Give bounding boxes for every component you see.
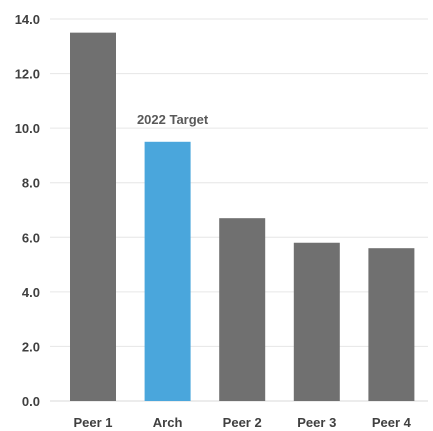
x-category-label: Peer 4 xyxy=(372,415,412,430)
x-category-label: Peer 2 xyxy=(223,415,262,430)
bars xyxy=(70,32,415,402)
bar-peer-3 xyxy=(293,242,340,401)
annotations: 2022 Target xyxy=(137,112,209,127)
y-tick-label: 8.0 xyxy=(22,176,40,191)
x-axis-categories: Peer 1 Arch Peer 2 Peer 3 Peer 4 xyxy=(73,415,411,430)
y-tick-label: 2.0 xyxy=(22,339,40,354)
y-axis-ticks: 0.0 2.0 4.0 6.0 8.0 10.0 12.0 14.0 xyxy=(15,12,40,409)
annotation-2022-target: 2022 Target xyxy=(137,112,209,127)
x-category-label: Arch xyxy=(153,415,183,430)
y-tick-label: 14.0 xyxy=(15,12,40,27)
y-tick-label: 12.0 xyxy=(15,67,40,82)
x-category-label: Peer 1 xyxy=(73,415,112,430)
y-tick-label: 0.0 xyxy=(22,394,40,409)
y-tick-label: 6.0 xyxy=(22,230,40,245)
y-tick-label: 10.0 xyxy=(15,121,40,136)
bar-peer-4 xyxy=(368,248,415,401)
bar-peer-2 xyxy=(219,218,266,401)
bar-arch xyxy=(144,141,191,402)
bar-peer-1 xyxy=(70,32,116,402)
x-category-label: Peer 3 xyxy=(297,415,336,430)
y-tick-label: 4.0 xyxy=(22,285,40,300)
